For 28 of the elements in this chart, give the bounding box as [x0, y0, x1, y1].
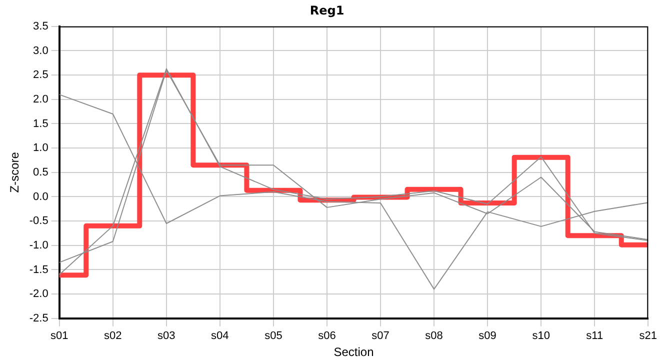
x-tick-label: s08 [425, 330, 443, 342]
y-tick-label: -1.5 [29, 264, 48, 276]
chart-title: Reg1 [310, 3, 344, 18]
x-tick-label: s04 [211, 330, 229, 342]
y-tick-label: -0.5 [29, 215, 48, 228]
x-axis-title: Section [334, 345, 374, 360]
y-tick-label: 0.0 [33, 190, 48, 203]
x-tick-label: s21 [639, 330, 658, 342]
y-axis-title: Z-score [8, 152, 22, 193]
x-tick-label: s02 [104, 330, 122, 342]
x-tick-label: s09 [478, 330, 496, 342]
y-tick-label: 1.0 [33, 142, 48, 154]
x-tick-label: s11 [586, 330, 604, 342]
x-tick-label: s03 [158, 330, 176, 342]
y-tick-label: -2.5 [29, 312, 48, 324]
y-tick-label: 2.5 [33, 69, 48, 82]
y-tick-label: -2.0 [29, 288, 48, 300]
y-tick-label: 3.0 [33, 44, 48, 57]
x-tick-label: s06 [318, 330, 336, 342]
x-tick-label: s10 [532, 330, 550, 342]
y-tick-label: 3.5 [33, 20, 48, 32]
y-tick-label: 0.5 [33, 166, 48, 178]
y-tick-label: 1.5 [33, 118, 48, 130]
x-tick-label: s05 [264, 330, 282, 342]
y-tick-label: 2.0 [33, 93, 48, 106]
y-tick-label: -1.0 [29, 239, 48, 252]
x-tick-label: s07 [372, 330, 390, 342]
x-tick-label: s01 [50, 330, 68, 342]
